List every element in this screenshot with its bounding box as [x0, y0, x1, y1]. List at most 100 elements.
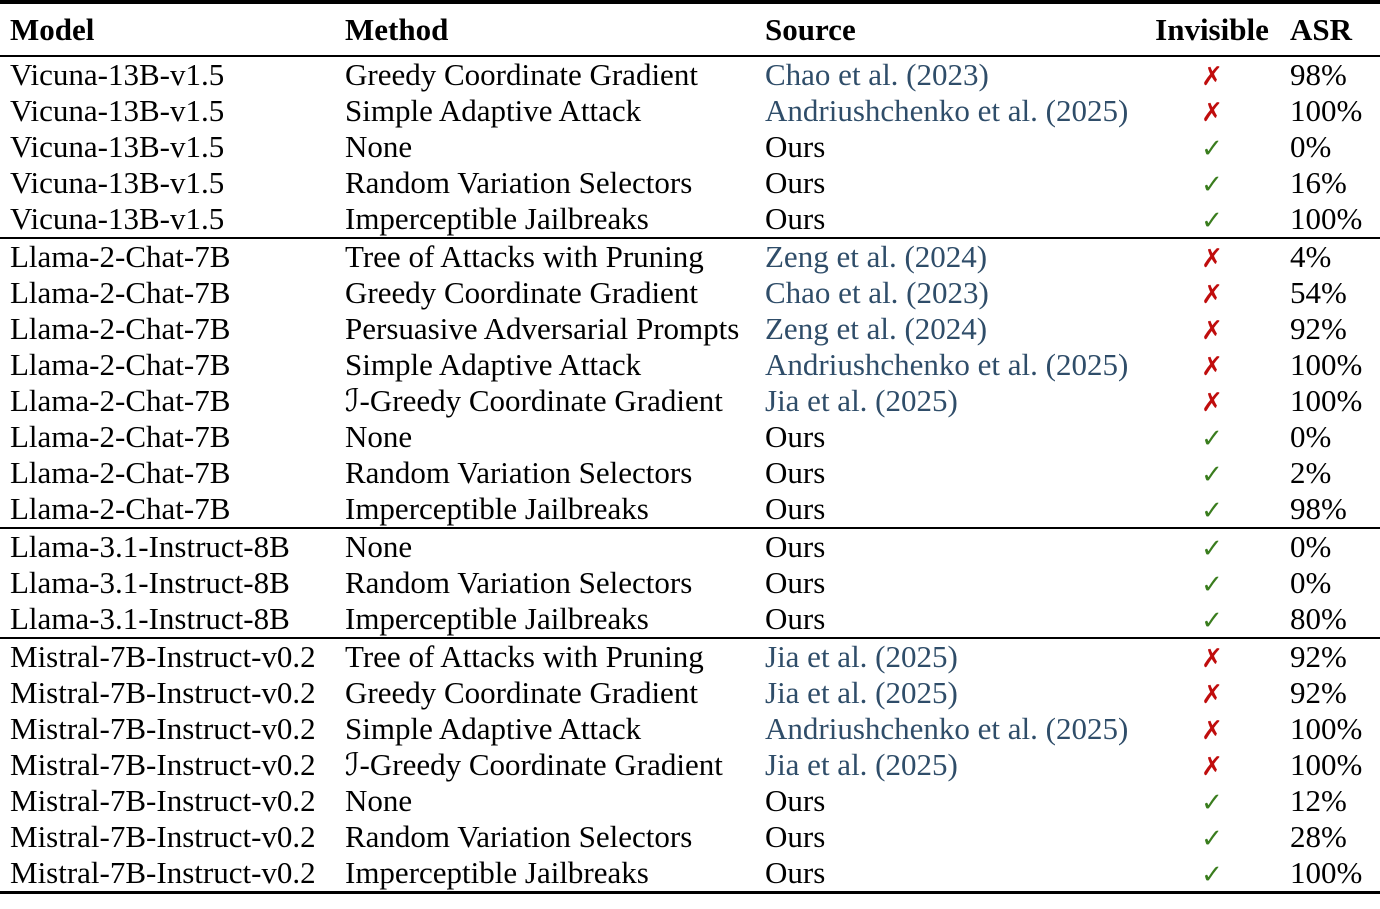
model-cell: Vicuna-13B-v1.5 [10, 201, 225, 236]
asr-cell: 0% [1290, 129, 1332, 164]
table-row: Llama-2-Chat-7B None Ours ✓ 0% [0, 419, 1380, 455]
method-cell: Tree of Attacks with Pruning [345, 239, 704, 274]
asr-cell: 92% [1290, 675, 1347, 710]
cross-icon: ✗ [1201, 752, 1223, 782]
citation-link[interactable]: Jia et al. (2025) [765, 383, 958, 418]
model-cell: Llama-3.1-Instruct-8B [10, 601, 290, 636]
cross-icon: ✗ [1201, 280, 1223, 310]
cross-icon: ✗ [1201, 98, 1223, 128]
check-icon: ✓ [1201, 570, 1223, 600]
method-cell: Simple Adaptive Attack [345, 93, 642, 128]
method-cell: Imperceptible Jailbreaks [345, 601, 649, 636]
method-cell: Simple Adaptive Attack [345, 347, 642, 382]
check-icon: ✓ [1201, 134, 1223, 164]
citation-link[interactable]: Chao et al. (2023) [765, 275, 989, 310]
check-icon: ✓ [1201, 206, 1223, 236]
model-cell: Llama-2-Chat-7B [10, 239, 231, 274]
method-cell: Greedy Coordinate Gradient [345, 675, 698, 710]
asr-cell: 100% [1290, 93, 1363, 128]
table-row: Llama-2-Chat-7B Greedy Coordinate Gradien… [0, 275, 1380, 311]
citation-link[interactable]: Jia et al. (2025) [765, 747, 958, 782]
table-row: Llama-2-Chat-7B Simple Adaptive Attack And… [0, 347, 1380, 383]
invisible-cell: ✓ [1152, 855, 1272, 893]
source-cell: Ours [765, 491, 1152, 528]
model-cell: Llama-2-Chat-7B [10, 419, 231, 454]
invisible-cell: ✓ [1152, 819, 1272, 855]
asr-cell: 54% [1290, 275, 1347, 310]
source-cell: Jia et al. (2025) [765, 747, 1152, 783]
model-cell: Mistral-7B-Instruct-v0.2 [10, 675, 316, 710]
invisible-cell: ✓ [1152, 419, 1272, 455]
citation-link[interactable]: Zeng et al. (2024) [765, 239, 988, 274]
model-cell: Llama-2-Chat-7B [10, 383, 231, 418]
model-cell: Llama-2-Chat-7B [10, 491, 231, 526]
asr-cell: 92% [1290, 311, 1347, 346]
asr-cell: 0% [1290, 529, 1332, 564]
source-cell: Andriushchenko et al. (2025) [765, 347, 1152, 383]
check-icon: ✓ [1201, 424, 1223, 454]
header-row: Model Method Source Invisible ASR [0, 2, 1380, 56]
method-cell: Tree of Attacks with Pruning [345, 639, 704, 674]
check-icon: ✓ [1201, 496, 1223, 526]
method-cell: Random Variation Selectors [345, 165, 693, 200]
method-cell: Greedy Coordinate Gradient [345, 57, 698, 92]
table-row: Llama-2-Chat-7B Imperceptible Jailbreaks O… [0, 491, 1380, 528]
asr-cell: 0% [1290, 419, 1332, 454]
citation-link[interactable]: Andriushchenko et al. (2025) [765, 347, 1129, 382]
citation-link[interactable]: Chao et al. (2023) [765, 57, 989, 92]
check-icon: ✓ [1201, 788, 1223, 818]
asr-cell: 2% [1290, 455, 1332, 490]
cross-icon: ✗ [1201, 716, 1223, 746]
asr-cell: 98% [1290, 57, 1347, 92]
table-section: Vicuna-13B-v1.5 Greedy Coordinate Gradien… [0, 56, 1380, 238]
citation-link[interactable]: Andriushchenko et al. (2025) [765, 93, 1129, 128]
source-cell: Ours [765, 165, 1152, 201]
citation-link[interactable]: Jia et al. (2025) [765, 675, 958, 710]
invisible-cell: ✗ [1152, 238, 1272, 275]
source-cell: Andriushchenko et al. (2025) [765, 93, 1152, 129]
source-cell: Ours [765, 783, 1152, 819]
table-row: Mistral-7B-Instruct-v0.2 Tree of Attacks … [0, 638, 1380, 675]
table-section: Mistral-7B-Instruct-v0.2 Tree of Attacks … [0, 638, 1380, 893]
asr-cell: 100% [1290, 347, 1363, 382]
model-cell: Mistral-7B-Instruct-v0.2 [10, 711, 316, 746]
model-cell: Llama-2-Chat-7B [10, 311, 231, 346]
table-row: Llama-2-Chat-7B ℐ-Greedy Coordinate Gradi… [0, 383, 1380, 419]
source-text: Ours [765, 565, 826, 600]
cross-icon: ✗ [1201, 62, 1223, 92]
asr-cell: 98% [1290, 491, 1347, 526]
method-cell: Random Variation Selectors [345, 819, 693, 854]
source-cell: Andriushchenko et al. (2025) [765, 711, 1152, 747]
source-cell: Ours [765, 455, 1152, 491]
invisible-cell: ✗ [1152, 93, 1272, 129]
source-cell: Zeng et al. (2024) [765, 311, 1152, 347]
check-icon: ✓ [1201, 170, 1223, 200]
method-cell: ℐ-Greedy Coordinate Gradient [345, 747, 723, 782]
table-row: Llama-2-Chat-7B Tree of Attacks with Prun… [0, 238, 1380, 275]
check-icon: ✓ [1201, 534, 1223, 564]
method-cell: Random Variation Selectors [345, 455, 693, 490]
invisible-cell: ✗ [1152, 311, 1272, 347]
table-row: Mistral-7B-Instruct-v0.2 Random Variation… [0, 819, 1380, 855]
citation-link[interactable]: Jia et al. (2025) [765, 639, 958, 674]
invisible-cell: ✗ [1152, 275, 1272, 311]
asr-cell: 0% [1290, 565, 1332, 600]
source-cell: Chao et al. (2023) [765, 56, 1152, 93]
asr-cell: 4% [1290, 239, 1332, 274]
source-cell: Jia et al. (2025) [765, 638, 1152, 675]
cross-icon: ✗ [1201, 316, 1223, 346]
model-cell: Vicuna-13B-v1.5 [10, 165, 225, 200]
invisible-cell: ✓ [1152, 491, 1272, 528]
check-icon: ✓ [1201, 460, 1223, 490]
invisible-cell: ✗ [1152, 56, 1272, 93]
source-text: Ours [765, 529, 826, 564]
asr-cell: 92% [1290, 639, 1347, 674]
asr-cell: 16% [1290, 165, 1347, 200]
method-cell: None [345, 529, 413, 564]
citation-link[interactable]: Zeng et al. (2024) [765, 311, 988, 346]
invisible-cell: ✗ [1152, 638, 1272, 675]
citation-link[interactable]: Andriushchenko et al. (2025) [765, 711, 1129, 746]
asr-cell: 28% [1290, 819, 1347, 854]
asr-cell: 100% [1290, 747, 1363, 782]
table-row: Vicuna-13B-v1.5 Greedy Coordinate Gradien… [0, 56, 1380, 93]
